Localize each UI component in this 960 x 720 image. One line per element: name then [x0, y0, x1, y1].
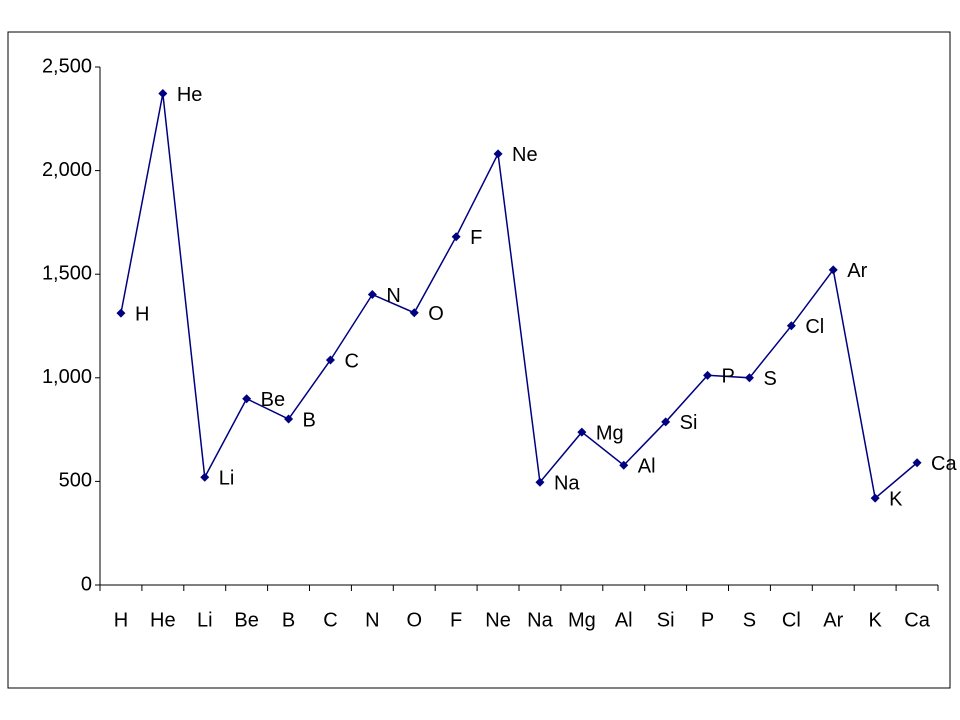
data-point — [661, 417, 671, 427]
data-point — [535, 477, 545, 487]
x-tick-label: K — [868, 609, 882, 631]
point-label: H — [135, 303, 149, 325]
point-label: S — [763, 368, 776, 390]
point-label: He — [177, 84, 203, 106]
data-point — [325, 355, 335, 365]
x-tick-label: Na — [527, 609, 553, 631]
point-label: Ne — [512, 144, 538, 166]
point-label: Ca — [931, 453, 957, 475]
x-tick-label: Cl — [782, 609, 801, 631]
data-point — [284, 414, 294, 424]
point-label: C — [344, 350, 358, 372]
data-line — [120, 93, 918, 500]
point-label: Al — [638, 456, 656, 478]
point-label: F — [470, 227, 482, 249]
data-point — [744, 373, 754, 383]
x-tick-label: B — [282, 609, 295, 631]
data-point — [367, 290, 377, 300]
x-tick-label: O — [406, 609, 422, 631]
data-point — [200, 472, 210, 482]
y-tick-label: 0 — [81, 573, 92, 595]
point-label: K — [889, 488, 903, 510]
x-tick-label: Ca — [904, 609, 930, 631]
x-tick-label: Be — [234, 609, 258, 631]
data-point — [870, 493, 880, 503]
data-point — [409, 308, 419, 318]
point-label: B — [303, 409, 316, 431]
data-point — [828, 265, 838, 275]
y-tick-label: 1,500 — [42, 262, 92, 284]
x-tick-label: H — [114, 609, 128, 631]
x-tick-label: Ne — [485, 609, 511, 631]
x-tick-label: Ar — [823, 609, 843, 631]
data-point — [912, 458, 922, 468]
data-point — [158, 89, 168, 99]
point-label: N — [386, 285, 400, 307]
x-tick-label: Si — [657, 609, 675, 631]
point-label: Na — [554, 473, 580, 495]
point-label: Cl — [805, 316, 824, 338]
y-tick-label: 1,000 — [42, 366, 92, 388]
data-point — [577, 427, 587, 437]
point-label: O — [428, 303, 444, 325]
x-tick-label: C — [323, 609, 337, 631]
x-tick-label: Li — [197, 609, 213, 631]
x-tick-label: Mg — [568, 609, 596, 631]
data-point — [116, 308, 126, 318]
data-point — [619, 460, 629, 470]
point-label: Mg — [596, 422, 624, 444]
data-point — [786, 321, 796, 331]
x-tick-label: He — [150, 609, 176, 631]
point-label: Li — [219, 468, 235, 490]
y-tick-label: 2,000 — [42, 159, 92, 181]
x-tick-label: F — [450, 609, 462, 631]
data-point — [703, 370, 713, 380]
point-label: Si — [680, 412, 698, 434]
data-point — [493, 149, 503, 159]
point-label: Ar — [847, 260, 867, 282]
point-label: P — [722, 366, 735, 388]
x-tick-label: Al — [615, 609, 633, 631]
point-label: Be — [261, 389, 285, 411]
y-tick-label: 2,500 — [42, 55, 92, 77]
chart-border — [7, 31, 951, 689]
y-tick-label: 500 — [59, 470, 92, 492]
x-tick-label: S — [743, 609, 756, 631]
x-tick-label: N — [365, 609, 379, 631]
data-point — [242, 394, 252, 404]
data-point — [451, 232, 461, 242]
x-tick-label: P — [701, 609, 714, 631]
